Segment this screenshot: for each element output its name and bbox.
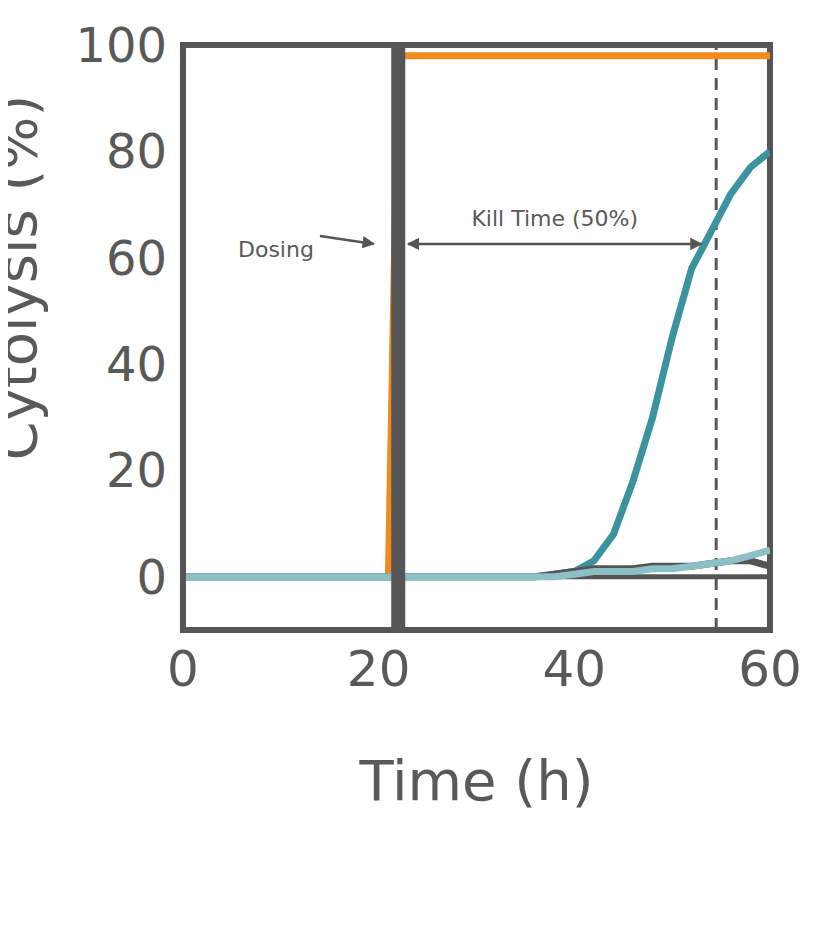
svg-text:40: 40 xyxy=(106,336,167,392)
svg-text:0: 0 xyxy=(136,549,167,605)
svg-text:100: 100 xyxy=(75,17,167,73)
svg-text:20: 20 xyxy=(106,442,167,498)
svg-text:Cytolysis (%): Cytolysis (%) xyxy=(8,95,49,461)
svg-text:80: 80 xyxy=(106,123,167,179)
svg-text:Dosing: Dosing xyxy=(238,237,314,262)
svg-text:40: 40 xyxy=(543,640,607,698)
svg-text:Time (h): Time (h) xyxy=(358,748,593,813)
svg-text:60: 60 xyxy=(738,640,802,698)
svg-text:Kill Time (50%): Kill Time (50%) xyxy=(471,206,638,231)
svg-text:60: 60 xyxy=(106,230,167,286)
svg-text:0: 0 xyxy=(167,640,199,698)
svg-text:20: 20 xyxy=(347,640,411,698)
